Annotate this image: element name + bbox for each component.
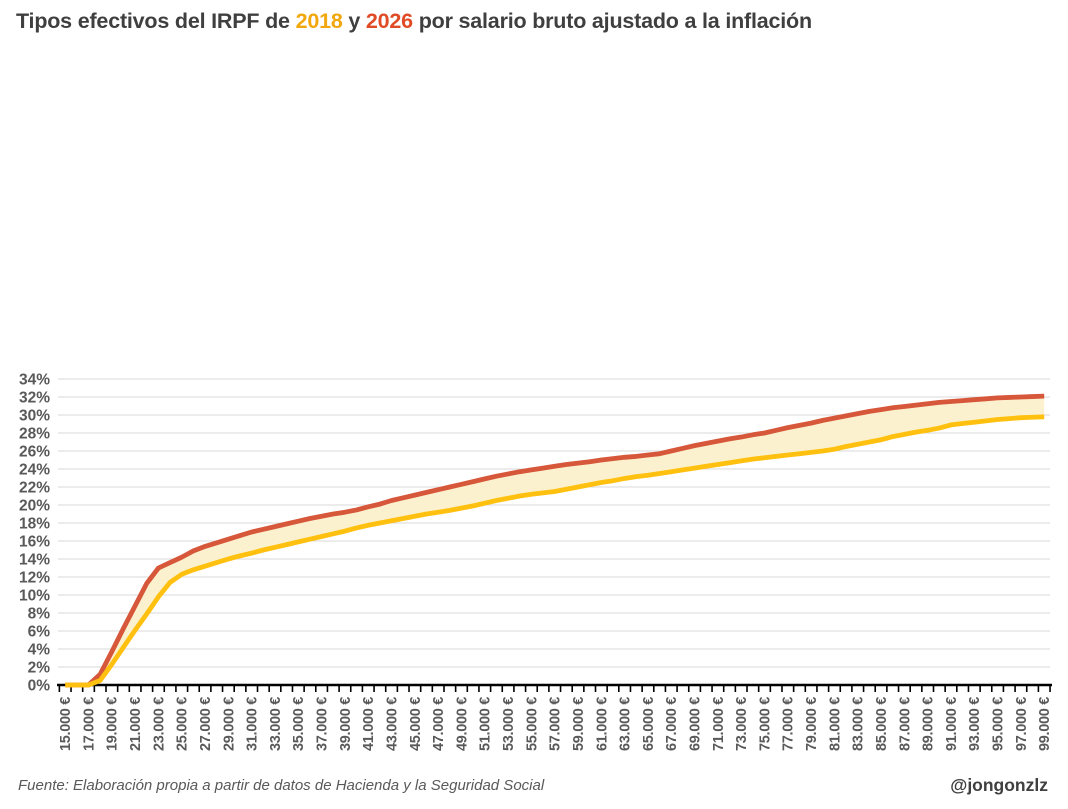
y-axis-label: 30% xyxy=(19,407,50,424)
chart-title-year-2026: 2026 xyxy=(365,9,413,33)
y-axis-label: 0% xyxy=(28,677,51,694)
x-axis-label: 27.000 € xyxy=(198,697,214,751)
x-axis-label: 53.000 € xyxy=(501,697,517,751)
x-axis-label: 93.000 € xyxy=(967,697,983,751)
y-axis-label: 28% xyxy=(19,425,50,442)
y-axis-label: 8% xyxy=(28,605,51,622)
x-axis-label: 45.000 € xyxy=(408,697,424,751)
y-axis-label: 18% xyxy=(19,515,50,532)
x-axis-label: 73.000 € xyxy=(734,697,750,751)
chart-footer: Fuente: Elaboración propia a partir de d… xyxy=(0,773,1068,803)
chart-title-prefix: Tipos efectivos del IRPF de xyxy=(16,9,296,33)
author-handle: @jongonzlz xyxy=(950,775,1048,795)
x-axis-label: 55.000 € xyxy=(524,697,540,751)
y-axis-label: 12% xyxy=(19,569,50,586)
chart-title: Tipos efectivos del IRPF de 2018 y 2026 … xyxy=(16,9,1056,34)
chart-title-year-2018: 2018 xyxy=(295,9,343,33)
y-axis-label: 26% xyxy=(19,443,50,460)
x-axis-label: 83.000 € xyxy=(851,697,867,751)
x-axis-label: 33.000 € xyxy=(268,697,284,751)
chart-title-middle: y xyxy=(342,9,366,33)
x-axis-label: 87.000 € xyxy=(897,697,913,751)
x-axis-label: 23.000 € xyxy=(151,697,167,751)
y-axis-label: 10% xyxy=(19,587,50,604)
x-axis-label: 75.000 € xyxy=(757,697,773,751)
x-axis-label: 81.000 € xyxy=(827,697,843,751)
x-axis-label: 43.000 € xyxy=(384,697,400,751)
y-axis-label: 24% xyxy=(19,461,50,478)
x-axis-label: 95.000 € xyxy=(991,697,1007,751)
irpf-line-chart: 0%2%4%6%8%10%12%14%16%18%20%22%24%26%28%… xyxy=(19,371,1053,751)
y-axis-label: 20% xyxy=(19,497,50,514)
x-axis-label: 59.000 € xyxy=(571,697,587,751)
source-note: Fuente: Elaboración propia a partir de d… xyxy=(18,777,545,794)
x-axis-label: 63.000 € xyxy=(618,697,634,751)
y-axis-label: 2% xyxy=(28,659,51,676)
y-axis-label: 4% xyxy=(28,641,51,658)
x-axis-label: 35.000 € xyxy=(291,697,307,751)
x-axis-label: 61.000 € xyxy=(594,697,610,751)
y-axis-label: 22% xyxy=(19,479,50,496)
x-axis-label: 39.000 € xyxy=(338,697,354,751)
x-axis-label: 91.000 € xyxy=(944,697,960,751)
y-axis-label: 14% xyxy=(19,551,50,568)
y-axis-label: 34% xyxy=(19,371,50,388)
x-axis-label: 25.000 € xyxy=(175,697,191,751)
y-axis-label: 6% xyxy=(28,623,51,640)
x-axis-label: 15.000 € xyxy=(58,697,74,751)
x-axis-label: 65.000 € xyxy=(641,697,657,751)
x-axis-label: 99.000 € xyxy=(1037,697,1053,751)
x-axis-label: 41.000 € xyxy=(361,697,377,751)
x-axis-label: 21.000 € xyxy=(128,697,144,751)
x-axis-label: 79.000 € xyxy=(804,697,820,751)
x-axis-label: 47.000 € xyxy=(431,697,447,751)
x-axis-label: 17.000 € xyxy=(81,697,97,751)
x-axis-label: 19.000 € xyxy=(105,697,121,751)
x-axis-label: 77.000 € xyxy=(781,697,797,751)
x-axis-label: 67.000 € xyxy=(664,697,680,751)
x-axis-label: 89.000 € xyxy=(921,697,937,751)
line-series-2018 xyxy=(65,414,1045,688)
x-axis-label: 31.000 € xyxy=(245,697,261,751)
x-axis-label: 37.000 € xyxy=(315,697,331,751)
x-axis-label: 49.000 € xyxy=(454,697,470,751)
x-axis-label: 85.000 € xyxy=(874,697,890,751)
x-axis-label: 51.000 € xyxy=(478,697,494,751)
x-axis-label: 29.000 € xyxy=(221,697,237,751)
x-axis-label: 97.000 € xyxy=(1014,697,1030,751)
x-axis-label: 71.000 € xyxy=(711,697,727,751)
x-axis-label: 57.000 € xyxy=(548,697,564,751)
chart-title-suffix: por salario bruto ajustado a la inflació… xyxy=(412,9,812,33)
y-axis-label: 32% xyxy=(19,389,50,406)
y-axis-label: 16% xyxy=(19,533,50,550)
x-axis-label: 69.000 € xyxy=(688,697,704,751)
line-series-2026 xyxy=(65,393,1045,688)
